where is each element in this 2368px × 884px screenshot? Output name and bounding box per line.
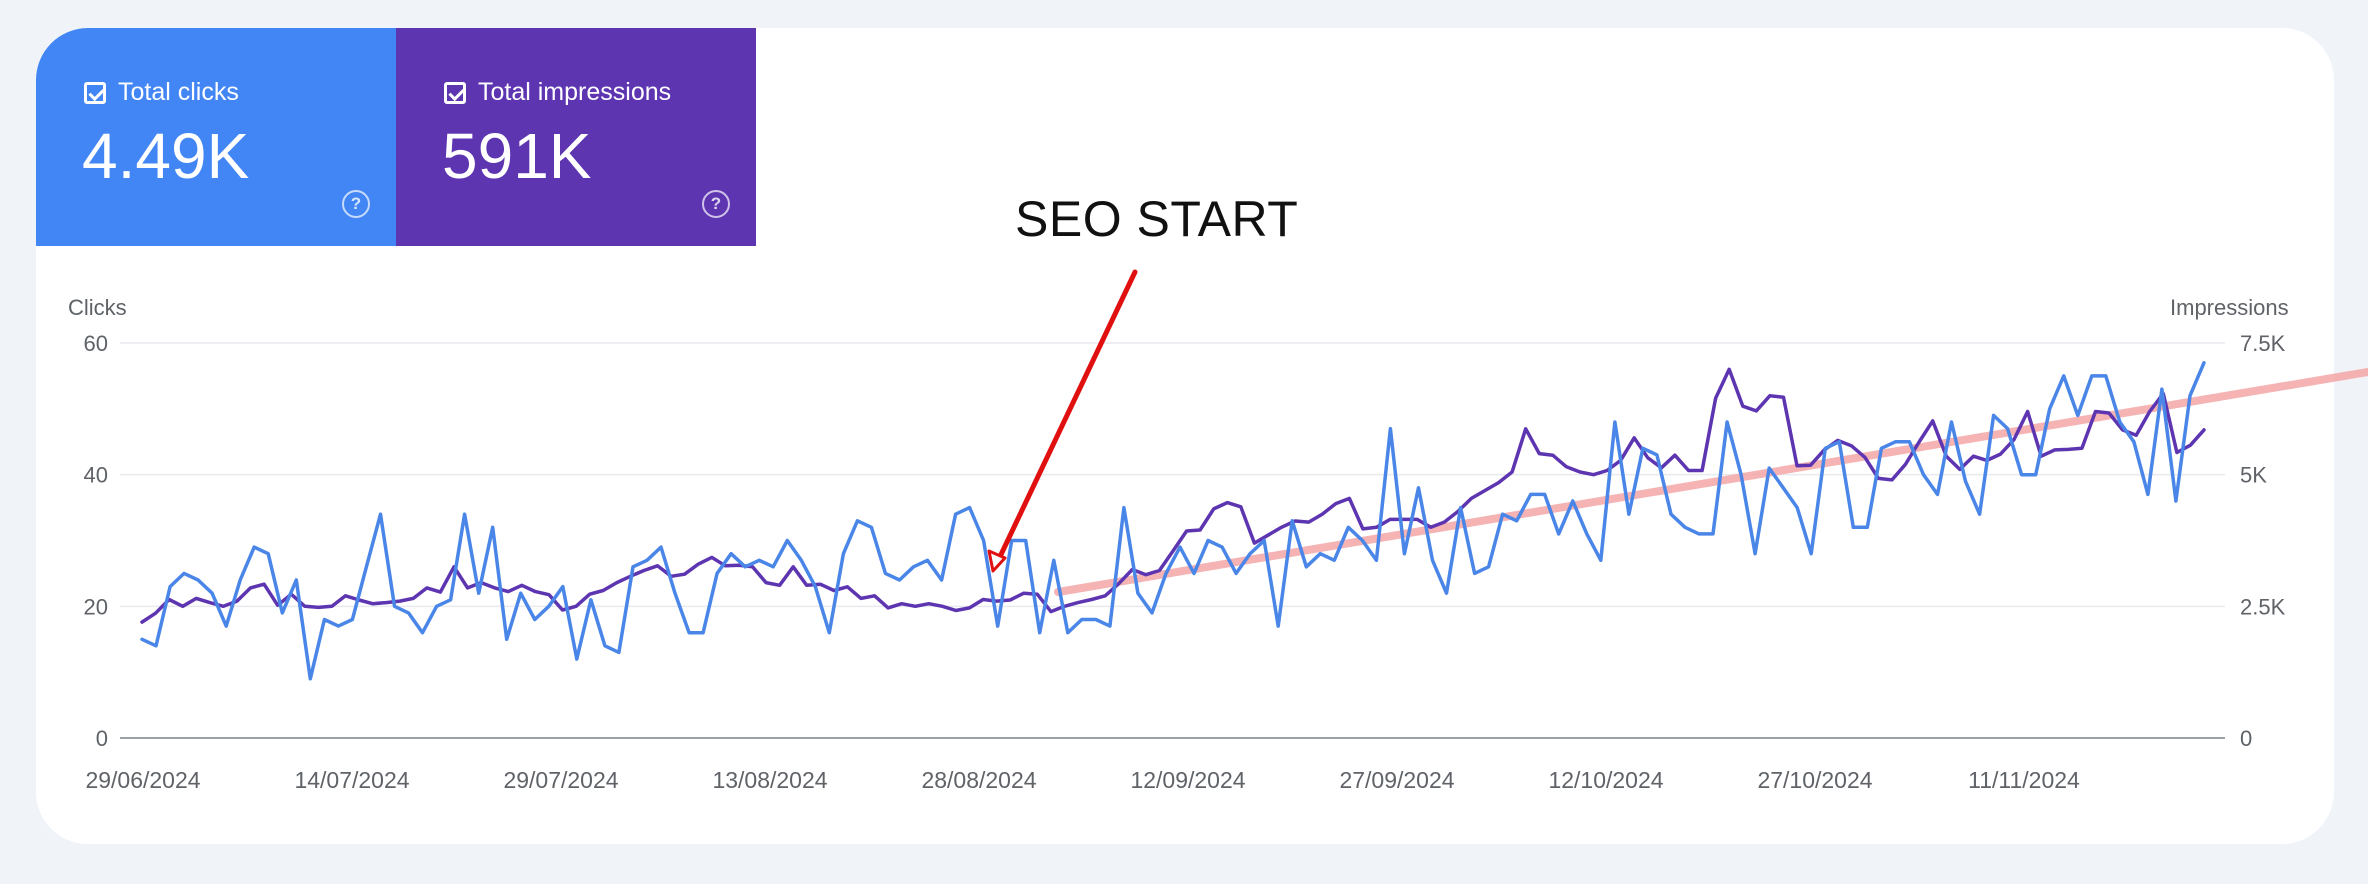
x-tick-label: 12/10/2024 <box>1548 767 1663 793</box>
annotation-arrow-head <box>987 549 1007 573</box>
performance-card: Total clicks 4.49K ? Total impressions 5… <box>36 28 2334 844</box>
y-tick-label: 40 <box>84 463 108 488</box>
clicks-series-line <box>140 361 2206 681</box>
y2-tick-label: 2.5K <box>2240 594 2286 619</box>
x-tick-label: 28/08/2024 <box>921 767 1036 793</box>
x-tick-label: 14/07/2024 <box>294 767 409 793</box>
annotation-arrow-shaft <box>994 269 1138 566</box>
x-tick-label: 29/07/2024 <box>503 767 618 793</box>
total-impressions-header: Total impressions <box>444 78 671 107</box>
impressions-series-line <box>140 367 2206 624</box>
x-tick-label: 27/09/2024 <box>1339 767 1454 793</box>
y2-tick-label: 5K <box>2240 463 2267 488</box>
x-tick-label: 29/06/2024 <box>85 767 200 793</box>
y-tick-label: 0 <box>96 726 108 751</box>
total-clicks-label: Total clicks <box>118 78 239 106</box>
total-clicks-tile[interactable]: Total clicks 4.49K ? <box>36 28 396 246</box>
x-tick-label: 11/11/2024 <box>1968 767 2080 793</box>
x-tick-label: 12/09/2024 <box>1130 767 1245 793</box>
checkbox-checked-icon[interactable] <box>84 81 106 104</box>
y-tick-label: 60 <box>84 331 108 356</box>
x-tick-label: 13/08/2024 <box>712 767 827 793</box>
total-clicks-header: Total clicks <box>84 78 239 107</box>
y2-tick-label: 7.5K <box>2240 331 2286 356</box>
total-clicks-value: 4.49K <box>82 120 250 192</box>
y-tick-label: 20 <box>84 594 108 619</box>
total-impressions-value: 591K <box>442 120 592 192</box>
total-impressions-label: Total impressions <box>478 78 672 106</box>
left-axis-title: Clicks <box>68 295 127 320</box>
seo-start-annotation: SEO START <box>1015 191 1299 247</box>
help-circle-icon[interactable]: ? <box>342 190 370 218</box>
checkbox-checked-icon[interactable] <box>444 81 466 104</box>
right-axis-title: Impressions <box>2170 295 2289 320</box>
x-tick-label: 27/10/2024 <box>1757 767 1872 793</box>
help-circle-icon[interactable]: ? <box>702 190 730 218</box>
y2-tick-label: 0 <box>2240 726 2252 751</box>
total-impressions-tile[interactable]: Total impressions 591K ? <box>396 28 756 246</box>
